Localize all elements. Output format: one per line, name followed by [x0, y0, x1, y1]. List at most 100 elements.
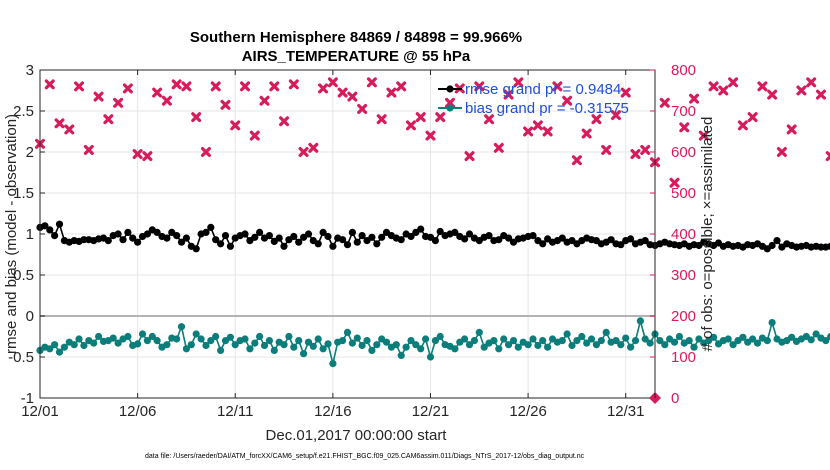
bias-point-116 [602, 328, 610, 336]
obs-point-14 [171, 79, 182, 90]
bias-point-85 [451, 345, 459, 353]
obs-point-61 [630, 149, 641, 160]
bias-point-8 [75, 335, 83, 343]
obs-point-79 [806, 77, 817, 88]
legend-rmse-label: rmse grand pr = 0.9484 [465, 81, 621, 98]
rmse-point-49 [275, 234, 283, 242]
bias-point-88 [465, 341, 474, 349]
bias-point-135 [695, 335, 703, 343]
rmse-point-64 [348, 228, 356, 236]
bias-point-35 [207, 337, 215, 345]
rmse-point-82 [436, 227, 444, 236]
rmse-point-2 [46, 226, 54, 234]
obs-point-71 [728, 77, 739, 88]
bias-point-58 [319, 345, 327, 353]
bias-point-141 [724, 335, 732, 343]
x-axis-label: Dec.01,2017 00:00:00 start [266, 427, 448, 444]
rmse-point-44 [251, 233, 259, 241]
bias-point-51 [285, 332, 293, 341]
bias-point-122 [631, 337, 640, 345]
bias-point-48 [270, 346, 278, 354]
y-tick-label-right-4: 400 [671, 226, 696, 243]
bias-point-7 [70, 341, 78, 349]
bias-point-69 [373, 341, 381, 349]
bias-point-39 [226, 333, 234, 341]
bias-point-43 [246, 345, 254, 353]
bias-point-80 [426, 353, 435, 361]
rmse-point-50 [280, 242, 288, 250]
bias-point-154 [788, 333, 796, 341]
obs-point-74 [757, 81, 768, 92]
obs-point-57 [591, 114, 602, 125]
bias-point-32 [192, 330, 200, 338]
bias-point-42 [241, 335, 249, 343]
rmse-point-87 [461, 235, 469, 243]
obs-point-66 [679, 122, 690, 133]
bias-point-87 [461, 335, 469, 343]
bias-point-109 [568, 341, 576, 350]
rmse-point-1 [41, 222, 49, 230]
y-tick-label-right-3: 300 [671, 267, 696, 284]
bias-point-119 [617, 341, 625, 349]
obs-point-10 [132, 149, 143, 160]
rmse-point-47 [265, 232, 273, 240]
obs-point-56 [581, 128, 592, 139]
bias-point-56 [309, 342, 317, 350]
obs-point-59 [610, 110, 621, 121]
rmse-point-101 [529, 232, 537, 240]
bias-point-21 [138, 330, 147, 338]
bias-point-22 [143, 337, 151, 345]
obs-point-32 [347, 91, 358, 102]
rmse-point-162 [827, 242, 830, 250]
x-tick-label-4: 12/21 [412, 403, 450, 420]
rmse-point-57 [314, 240, 322, 248]
bias-point-91 [480, 343, 488, 351]
bias-point-62 [339, 337, 347, 345]
rmse-series [36, 220, 830, 253]
obs-point-68 [698, 130, 709, 141]
rmse-point-76 [407, 232, 415, 241]
obs-point-12 [152, 87, 163, 98]
rmse-point-53 [295, 238, 303, 246]
bias-point-134 [690, 343, 698, 351]
bias-point-60 [329, 360, 337, 368]
obs-point-45 [474, 81, 485, 92]
bias-point-100 [524, 341, 532, 349]
bias-point-71 [382, 338, 391, 346]
obs-point-70 [718, 85, 729, 96]
bias-point-95 [500, 335, 508, 343]
bias-point-15 [109, 334, 117, 342]
rmse-point-19 [129, 234, 137, 242]
rmse-point-94 [495, 236, 503, 244]
obs-point-5 [83, 144, 94, 155]
bias-point-89 [470, 337, 478, 345]
obs-series [35, 77, 830, 188]
obs-point-7 [103, 114, 114, 125]
rmse-point-66 [358, 232, 366, 240]
bias-point-103 [539, 337, 547, 345]
bias-point-37 [217, 346, 225, 354]
bias-point-97 [509, 337, 518, 345]
bias-point-40 [231, 341, 239, 349]
obs-point-21 [240, 81, 250, 92]
y-tick-label-left-3: 0.5 [13, 267, 34, 284]
bias-point-138 [710, 333, 718, 341]
rmse-point-65 [353, 238, 361, 246]
rmse-point-103 [539, 240, 547, 248]
rmse-point-60 [329, 242, 337, 250]
y-tick-label-left-5: 1.5 [13, 185, 34, 202]
legend: rmse grand pr = 0.9484 bias grand pr = -… [438, 81, 629, 117]
rmse-point-62 [339, 236, 347, 244]
bias-point-162 [827, 332, 830, 341]
bias-point-90 [475, 328, 483, 336]
obs-point-65 [669, 177, 680, 188]
bias-point-75 [402, 343, 410, 351]
bias-point-64 [348, 339, 356, 347]
bias-point-150 [768, 319, 776, 327]
bias-point-93 [490, 337, 498, 345]
bias-point-67 [363, 337, 371, 345]
x-tick-label-2: 12/11 [217, 403, 253, 420]
obs-point-52 [542, 126, 553, 137]
bias-point-59 [324, 340, 332, 348]
